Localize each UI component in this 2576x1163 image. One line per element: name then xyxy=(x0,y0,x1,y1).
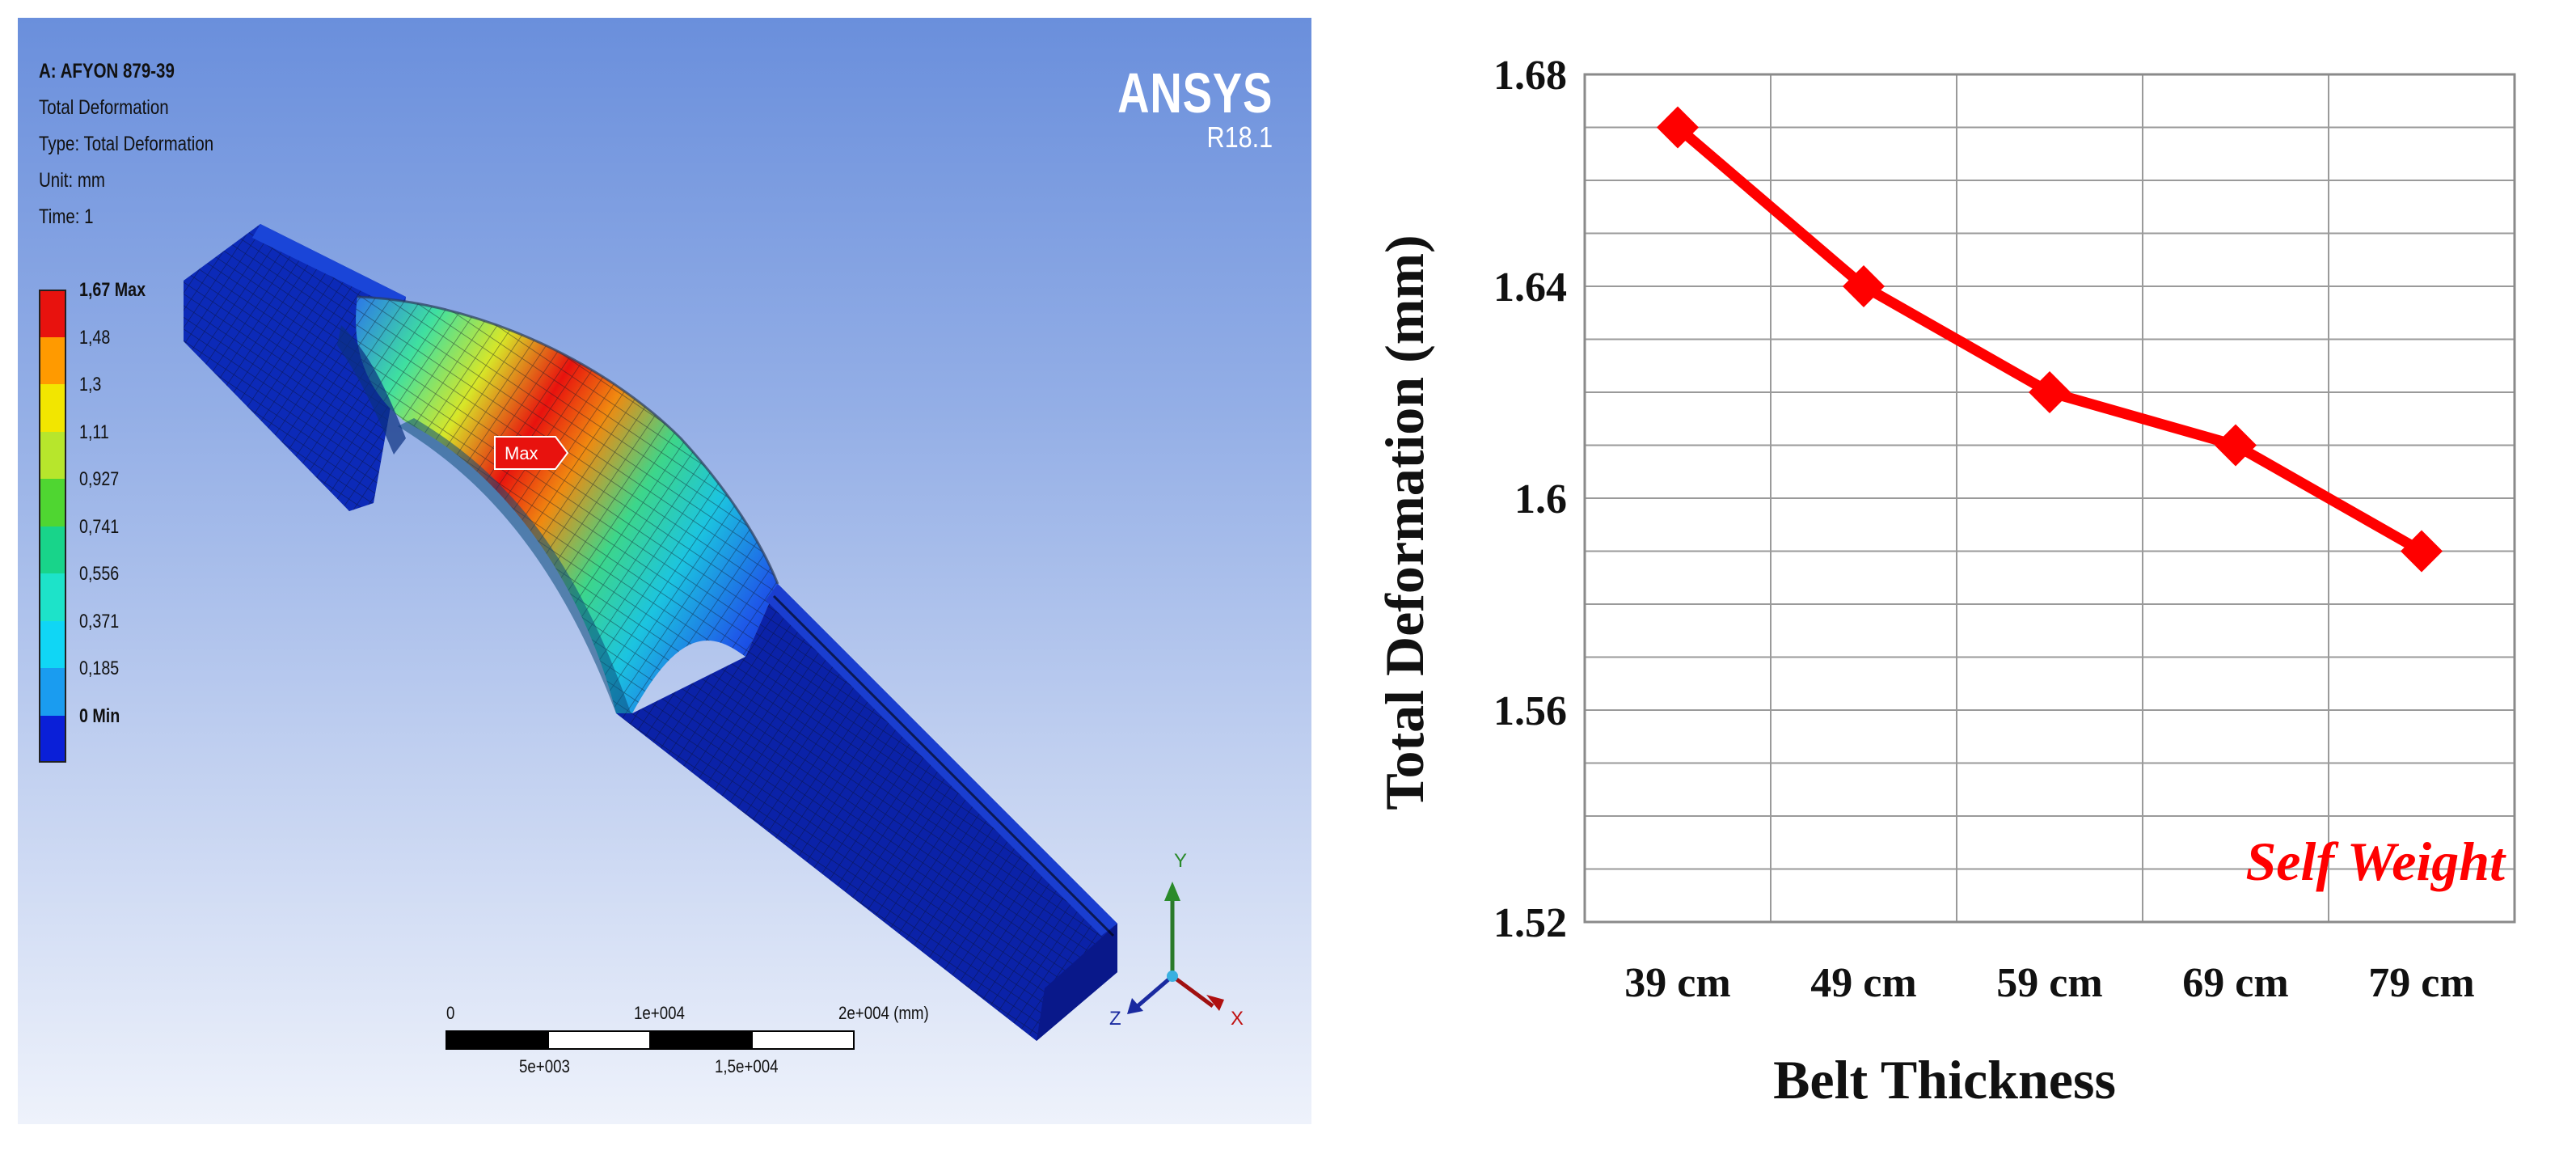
legend-label: 1,48 xyxy=(79,326,111,349)
axes xyxy=(1583,73,2516,924)
max-marker-label: Max xyxy=(505,443,538,463)
legend-label: 0,185 xyxy=(79,658,120,679)
y-tick-label: 1.56 xyxy=(1493,688,1567,734)
ansys-version: R18.1 xyxy=(1206,121,1273,154)
legend-swatch xyxy=(39,620,66,668)
legend-label: 0 Min xyxy=(79,704,120,727)
max-marker[interactable]: Max xyxy=(494,436,569,470)
scale-bar xyxy=(446,1030,855,1050)
deformation-model[interactable]: Max Y Z X xyxy=(18,18,1311,1124)
fea-viewport[interactable]: Max Y Z X A: AFYON 879-39 Total Deformat… xyxy=(18,18,1311,1124)
legend-swatch xyxy=(39,526,66,573)
scale-label-1-5e4: 1,5e+004 xyxy=(715,1056,779,1076)
right-belt-section xyxy=(616,584,1117,1041)
triad-y-label: Y xyxy=(1174,850,1187,872)
x-tick-label: 79 cm xyxy=(2368,960,2474,1006)
y-tick-label: 1.68 xyxy=(1493,53,1567,99)
x-tick-label: 39 cm xyxy=(1624,960,1730,1006)
labels: 1.52 1.56 1.6 1.64 1.68 39 cm 49 cm 59 cm 69 cm 7… xyxy=(1374,53,2506,1110)
legend-label: 1,3 xyxy=(79,374,102,395)
data-point xyxy=(1843,265,1885,307)
result-type: Type: Total Deformation xyxy=(39,133,214,155)
data-point xyxy=(2029,371,2071,413)
legend-swatch xyxy=(39,573,66,621)
scale-label-5e3: 5e+003 xyxy=(519,1056,570,1076)
legend-label: 1,67 Max xyxy=(79,279,146,301)
result-name: Total Deformation xyxy=(39,96,169,119)
data-point xyxy=(2401,530,2443,573)
plot-frame xyxy=(1583,73,2516,924)
x-tick-label: 49 cm xyxy=(1810,960,1916,1006)
legend-label: 0,371 xyxy=(79,610,120,632)
x-tick-label: 69 cm xyxy=(2182,960,2288,1006)
y-axis-title: Total Deformation (mm) xyxy=(1374,235,1435,810)
legend-swatch xyxy=(39,290,66,337)
series-layer xyxy=(1657,106,2443,573)
scale-label-0: 0 xyxy=(446,1003,455,1023)
legend-swatch xyxy=(39,479,66,527)
deformation-chart: 1.52 1.56 1.6 1.64 1.68 39 cm 49 cm 59 cm 69 cm 7… xyxy=(1326,0,2576,1159)
result-unit: Unit: mm xyxy=(39,169,105,192)
x-axis-title: Belt Thickness xyxy=(1773,1049,2116,1110)
grid xyxy=(1584,74,2515,923)
triad-z-label: Z xyxy=(1109,1008,1121,1030)
ansys-logo: ANSYS R18.1 xyxy=(1074,65,1273,154)
legend-swatch xyxy=(39,715,66,763)
series-annotation: Self Weight xyxy=(2245,831,2506,892)
left-belt-section xyxy=(184,224,406,511)
result-time: Time: 1 xyxy=(39,205,94,228)
analysis-title: A: AFYON 879-39 xyxy=(39,60,175,82)
scale-label-2e4: 2e+004 (mm) xyxy=(838,1003,929,1023)
legend-swatch xyxy=(39,336,66,384)
curved-belt-section xyxy=(337,295,779,717)
scale-label-1e4: 1e+004 xyxy=(634,1003,685,1023)
data-point xyxy=(1657,106,1699,149)
legend-label: 0,741 xyxy=(79,515,120,538)
legend-label: 1,11 xyxy=(79,421,109,443)
y-tick-label: 1.64 xyxy=(1493,264,1567,311)
data-point xyxy=(2215,424,2257,467)
axis-triad[interactable]: Y Z X xyxy=(1109,850,1244,1030)
x-tick-label: 59 cm xyxy=(1996,960,2102,1006)
legend-swatch xyxy=(39,384,66,432)
legend-swatch xyxy=(39,431,66,479)
legend-label: 0,556 xyxy=(79,563,120,585)
y-tick-label: 1.52 xyxy=(1493,900,1567,946)
legend-swatch xyxy=(39,668,66,716)
legend-label: 0,927 xyxy=(79,468,120,490)
chart-svg: 1.52 1.56 1.6 1.64 1.68 39 cm 49 cm 59 cm 69 cm 7… xyxy=(1374,53,2516,1110)
y-tick-label: 1.6 xyxy=(1514,476,1567,522)
triad-x-label: X xyxy=(1231,1008,1244,1030)
